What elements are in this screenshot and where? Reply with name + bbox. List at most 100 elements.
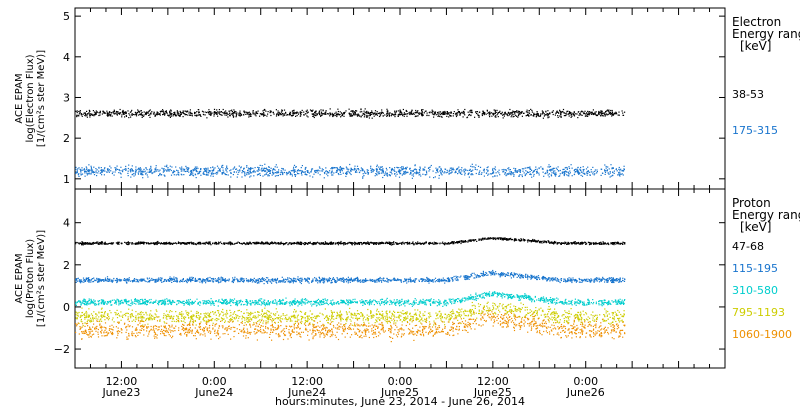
- data-point: [331, 171, 333, 173]
- data-point: [122, 171, 124, 173]
- data-point: [474, 239, 477, 241]
- data-point: [298, 278, 300, 280]
- data-point: [133, 173, 135, 175]
- data-point: [387, 281, 389, 283]
- data-point: [171, 281, 173, 283]
- data-point: [162, 171, 165, 173]
- data-point: [181, 242, 183, 245]
- data-point: [171, 279, 173, 281]
- data-point: [430, 164, 432, 167]
- data-point: [389, 279, 391, 281]
- data-point: [401, 113, 403, 115]
- data-point: [399, 109, 401, 111]
- data-point: [239, 112, 241, 114]
- data-point: [354, 168, 356, 170]
- data-point: [394, 110, 396, 112]
- data-point: [512, 275, 514, 277]
- data-point: [394, 167, 396, 169]
- data-point: [332, 277, 334, 279]
- data-point: [604, 115, 606, 117]
- data-point: [198, 241, 201, 243]
- data-point: [498, 172, 500, 174]
- data-point: [137, 243, 139, 245]
- data-point: [533, 275, 535, 277]
- data-point: [503, 238, 505, 240]
- data-point: [487, 170, 489, 172]
- data-point: [356, 168, 358, 170]
- data-point: [429, 169, 431, 171]
- data-point: [146, 111, 148, 113]
- data-point: [603, 115, 605, 117]
- data-point: [519, 174, 521, 176]
- data-point: [261, 114, 263, 116]
- data-point: [312, 113, 314, 115]
- data-point: [558, 280, 560, 282]
- data-point: [467, 240, 469, 242]
- data-point: [358, 171, 361, 174]
- data-point: [344, 243, 346, 245]
- data-point: [398, 114, 400, 116]
- data-point: [232, 111, 235, 114]
- data-point: [81, 115, 83, 117]
- data-point: [225, 174, 228, 176]
- data-point: [355, 243, 357, 245]
- data-point: [438, 280, 440, 282]
- data-point: [619, 175, 621, 177]
- data-point: [381, 278, 383, 280]
- data-point: [595, 111, 597, 113]
- data-point: [310, 171, 312, 173]
- data-point: [270, 110, 272, 112]
- data-point: [218, 278, 221, 280]
- data-point: [424, 169, 426, 171]
- data-point: [415, 242, 417, 244]
- data-point: [460, 169, 462, 171]
- data-point: [231, 243, 233, 245]
- data-point: [515, 168, 517, 170]
- data-point: [316, 113, 318, 115]
- data-point: [242, 114, 245, 116]
- data-point: [168, 243, 170, 245]
- data-point: [101, 169, 103, 171]
- data-point: [140, 113, 142, 116]
- data-point: [573, 115, 576, 117]
- data-point: [241, 242, 243, 244]
- data-point: [157, 242, 159, 244]
- data-point: [164, 242, 166, 244]
- data-point: [573, 242, 575, 244]
- data-point: [78, 110, 80, 113]
- data-point: [169, 165, 171, 167]
- data-point: [162, 114, 164, 116]
- data-point: [202, 281, 204, 283]
- data-point: [287, 172, 289, 174]
- data-point: [139, 242, 141, 244]
- data-point: [175, 115, 177, 117]
- data-point: [523, 112, 525, 114]
- data-point: [120, 173, 122, 175]
- data-point: [504, 173, 506, 175]
- data-point: [325, 167, 327, 169]
- data-point: [319, 114, 321, 116]
- data-point: [517, 273, 519, 275]
- data-point: [103, 111, 105, 113]
- data-point: [375, 243, 377, 245]
- data-point: [323, 113, 325, 115]
- data-point: [78, 115, 80, 117]
- data-point: [173, 112, 175, 114]
- data-point: [109, 280, 111, 282]
- data-point: [83, 281, 85, 283]
- data-point: [547, 110, 549, 112]
- data-point: [274, 278, 276, 280]
- data-point: [586, 243, 588, 245]
- data-point: [164, 165, 166, 167]
- data-point: [100, 172, 102, 174]
- data-point: [183, 242, 185, 244]
- data-point: [613, 244, 615, 246]
- data-point: [547, 170, 549, 172]
- data-point: [240, 113, 242, 115]
- data-point: [86, 169, 88, 171]
- data-point: [312, 109, 314, 111]
- data-point: [388, 113, 390, 115]
- data-point: [140, 112, 142, 114]
- data-point: [193, 243, 195, 245]
- data-point: [89, 110, 91, 112]
